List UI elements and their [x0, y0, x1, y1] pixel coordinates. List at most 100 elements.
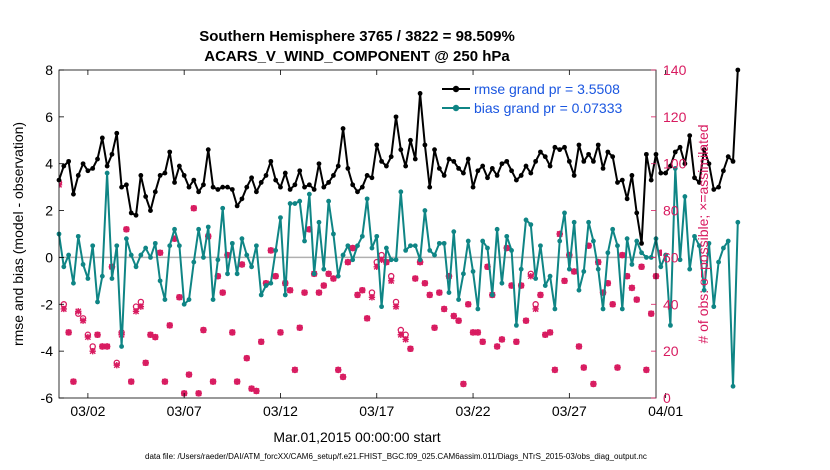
x-tick-label: 03/12: [263, 403, 298, 419]
bias-point: [239, 236, 245, 242]
rmse-point: [581, 158, 587, 164]
bias-point: [470, 269, 476, 274]
rmse-point: [706, 161, 712, 167]
obs-assimilated-point: [619, 251, 626, 259]
bias-point: [591, 238, 596, 244]
obs-assimilated-point: [604, 280, 612, 287]
obs-assimilated-point: [171, 235, 178, 242]
obs-assimilated-point: [267, 247, 275, 254]
bias-point: [119, 344, 124, 349]
obs-assimilated-point: [517, 282, 525, 289]
rmse-point: [278, 184, 283, 190]
rmse-point: [494, 173, 500, 178]
bias-point: [634, 238, 640, 244]
obs-possible-point: [663, 320, 668, 325]
rmse-point: [244, 184, 250, 190]
obs-assimilated-point: [113, 362, 120, 369]
rmse-point: [109, 151, 115, 157]
obs-assimilated-point: [628, 284, 636, 292]
rmse-point: [201, 182, 206, 188]
obs-assimilated-point: [219, 289, 226, 296]
bias-point: [302, 238, 307, 244]
obs-assimilated-point: [94, 331, 101, 338]
bias-point: [408, 243, 413, 249]
rmse-point: [566, 158, 572, 164]
rmse-point: [263, 173, 269, 178]
obs-possible-point: [668, 330, 673, 335]
rmse-point: [475, 168, 481, 174]
rmse-point: [287, 187, 293, 192]
bias-point: [138, 252, 144, 258]
rmse-point: [167, 149, 173, 155]
obs-assimilated-point: [647, 310, 655, 317]
bias-point: [465, 238, 471, 244]
bias-point: [716, 259, 721, 265]
rmse-point: [417, 91, 423, 96]
rmse-point: [711, 187, 717, 192]
rmse-point: [422, 142, 428, 148]
rmse-point: [128, 210, 134, 216]
rmse-point: [576, 142, 582, 148]
bias-point: [427, 248, 433, 253]
rmse-point: [557, 147, 563, 153]
bias-point: [234, 271, 240, 277]
bias-point: [229, 240, 235, 246]
obs-assimilated-point: [214, 272, 222, 280]
obs-assimilated-point: [195, 390, 202, 397]
obs-assimilated-point: [142, 359, 149, 367]
bias-point: [436, 240, 442, 246]
bias-point: [701, 287, 707, 293]
obs-assimilated-point: [190, 205, 198, 212]
obs-assimilated-point: [291, 366, 299, 374]
x-tick-label: 03/02: [70, 403, 105, 419]
rmse-point: [427, 184, 433, 190]
y-right-tick-label: 60: [663, 249, 679, 265]
bias-point: [586, 219, 591, 225]
bias-point: [595, 266, 601, 272]
y-right-tick-label: 0: [663, 390, 671, 406]
obs-assimilated-point: [161, 378, 169, 385]
rmse-point: [465, 156, 471, 162]
y-right-tick-label: 140: [663, 62, 687, 78]
bias-point: [258, 292, 264, 298]
y-left-tick-label: -2: [41, 296, 54, 312]
bias-point: [191, 259, 197, 265]
bias-point: [128, 252, 134, 258]
bias-point: [605, 250, 611, 256]
rmse-point: [124, 182, 129, 188]
obs-assimilated-point: [99, 343, 106, 350]
rmse-point: [677, 144, 683, 150]
rmse-point: [196, 189, 202, 195]
y-left-tick-label: 0: [45, 249, 53, 265]
bias-point: [124, 236, 129, 242]
x-tick-label: 03/17: [359, 403, 394, 419]
rmse-point: [162, 170, 168, 176]
obs-assimilated-point: [623, 272, 631, 280]
bias-point: [557, 238, 563, 244]
bias-point: [730, 383, 736, 389]
rmse-point: [369, 175, 375, 181]
obs-possible-point: [721, 264, 726, 269]
bias-point: [721, 245, 726, 251]
rmse-point: [446, 156, 452, 162]
rmse-point: [716, 184, 721, 190]
obs-assimilated-point: [426, 291, 433, 299]
bias-point: [552, 306, 558, 312]
legend: rmse grand pr = 3.5508 bias grand pr = 0…: [435, 77, 651, 123]
bias-point: [321, 266, 327, 272]
obs-assimilated-point: [638, 263, 645, 270]
y-left-tick-label: 8: [45, 62, 53, 78]
rmse-point: [470, 184, 476, 190]
bias-point: [85, 276, 91, 281]
rmse-point: [104, 163, 110, 169]
bias-point: [172, 226, 177, 232]
bias-point: [475, 306, 481, 312]
bias-point: [340, 252, 346, 258]
rmse-point: [595, 142, 601, 148]
obs-assimilated-point: [575, 343, 583, 350]
bias-point: [316, 219, 322, 225]
rmse-point: [408, 137, 413, 143]
bias-point: [244, 252, 250, 258]
y-left-axis-ticks: -6 -4 -2 0 2 4 6 8: [41, 62, 64, 406]
bias-point: [201, 255, 206, 260]
